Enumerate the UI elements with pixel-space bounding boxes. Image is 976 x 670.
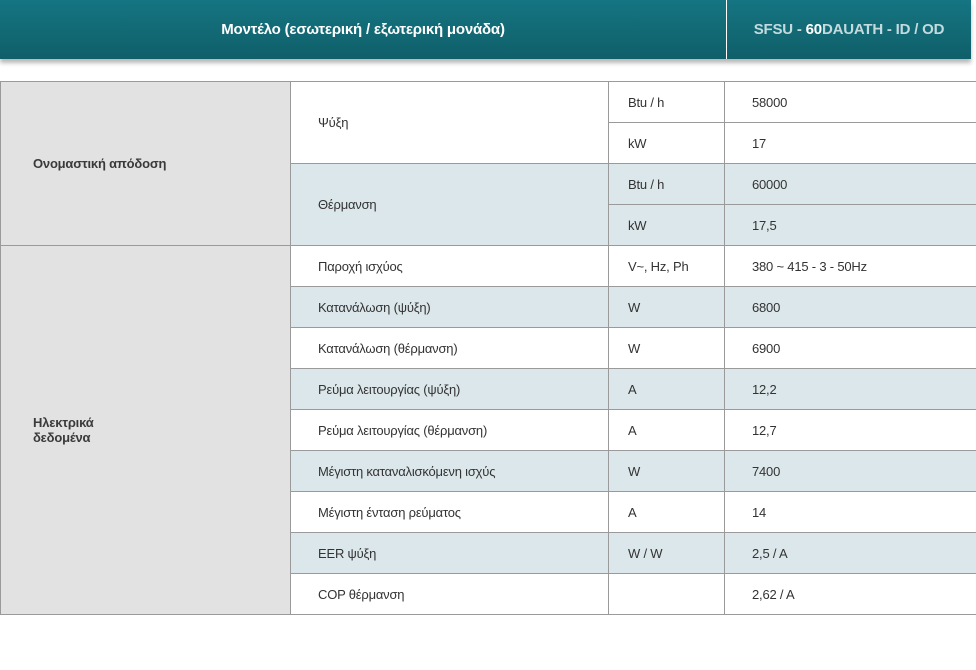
- table-row: Κατανάλωση (ψύξη) W 6800: [1, 286, 976, 328]
- unit-cell: A: [608, 409, 725, 451]
- table-row: kW 17,5: [1, 204, 976, 246]
- param-cell: Μέγιστη ένταση ρεύματος: [290, 491, 609, 533]
- param-cell: COP θέρμανση: [290, 573, 609, 615]
- spec-table: Ονομαστική απόδοση Ψύξη Btu / h 58000 kW…: [0, 81, 976, 615]
- param-heating: Θέρμανση: [290, 163, 609, 246]
- table-header-bar: Μοντέλο (εσωτερική / εξωτερική μονάδα) S…: [0, 0, 971, 59]
- unit-cell: Btu / h: [608, 81, 725, 123]
- unit-cell: Btu / h: [608, 163, 725, 205]
- param-cell: Μέγιστη καταναλισκόμενη ισχύς: [290, 450, 609, 492]
- header-divider: [726, 0, 727, 59]
- unit-cell: W: [608, 286, 725, 328]
- unit-cell: W: [608, 327, 725, 369]
- table-row: Μέγιστη ένταση ρεύματος A 14: [1, 491, 976, 533]
- value-cell: 6900: [724, 327, 976, 369]
- group-electrical-line2: δεδομένα: [33, 430, 91, 445]
- value-cell: 17: [724, 122, 976, 164]
- param-cell: Παροχή ισχύος: [290, 245, 609, 287]
- value-cell: 6800: [724, 286, 976, 328]
- table-row: EER ψύξη W / W 2,5 / A: [1, 532, 976, 574]
- param-cell: Ρεύμα λειτουργίας (θέρμανση): [290, 409, 609, 451]
- table-row: Ονομαστική απόδοση Ψύξη Btu / h 58000: [0, 81, 976, 246]
- model-suffix: DAUATH - ID / OD: [821, 21, 945, 38]
- param-cell: EER ψύξη: [290, 532, 609, 574]
- value-cell: 380 ~ 415 - 3 - 50Hz: [724, 245, 976, 287]
- value-cell: 12,2: [724, 368, 976, 410]
- unit-cell: kW: [608, 122, 725, 164]
- table-row: Θέρμανση Btu / h 60000: [1, 163, 976, 246]
- unit-cell: kW: [608, 204, 725, 246]
- unit-cell: A: [608, 368, 725, 410]
- param-cooling: Ψύξη: [290, 81, 609, 164]
- table-row: COP θέρμανση 2,62 / A: [1, 573, 976, 615]
- unit-cell: V~, Hz, Ph: [608, 245, 725, 287]
- group-electrical-data: Ηλεκτρικά δεδομένα: [0, 245, 291, 615]
- unit-cell: W / W: [608, 532, 725, 574]
- unit-cell: [608, 573, 725, 615]
- param-cell: Κατανάλωση (θέρμανση): [290, 327, 609, 369]
- table-row: kW 17: [1, 122, 976, 164]
- group-rated-performance: Ονομαστική απόδοση: [0, 81, 291, 246]
- param-cell: Ρεύμα λειτουργίας (ψύξη): [290, 368, 609, 410]
- unit-cell: W: [608, 450, 725, 492]
- table-row: Μέγιστη καταναλισκόμενη ισχύς W 7400: [1, 450, 976, 492]
- table-row: Ρεύμα λειτουργίας (θέρμανση) A 12,7: [1, 409, 976, 451]
- unit-cell: A: [608, 491, 725, 533]
- param-cell: Κατανάλωση (ψύξη): [290, 286, 609, 328]
- header-model-code: SFSU - 60DAUATH - ID / OD: [727, 0, 971, 59]
- value-cell: 60000: [724, 163, 976, 205]
- value-cell: 14: [724, 491, 976, 533]
- table-row: Ηλεκτρικά δεδομένα Παροχή ισχύος V~, Hz, …: [0, 245, 976, 615]
- model-prefix: SFSU -: [753, 21, 806, 38]
- model-bold: 60: [805, 21, 823, 38]
- value-cell: 17,5: [724, 204, 976, 246]
- value-cell: 12,7: [724, 409, 976, 451]
- value-cell: 2,5 / A: [724, 532, 976, 574]
- value-cell: 58000: [724, 81, 976, 123]
- value-cell: 2,62 / A: [724, 573, 976, 615]
- group-electrical-line1: Ηλεκτρικά: [33, 415, 94, 430]
- value-cell: 7400: [724, 450, 976, 492]
- header-title: Μοντέλο (εσωτερική / εξωτερική μονάδα): [221, 21, 505, 38]
